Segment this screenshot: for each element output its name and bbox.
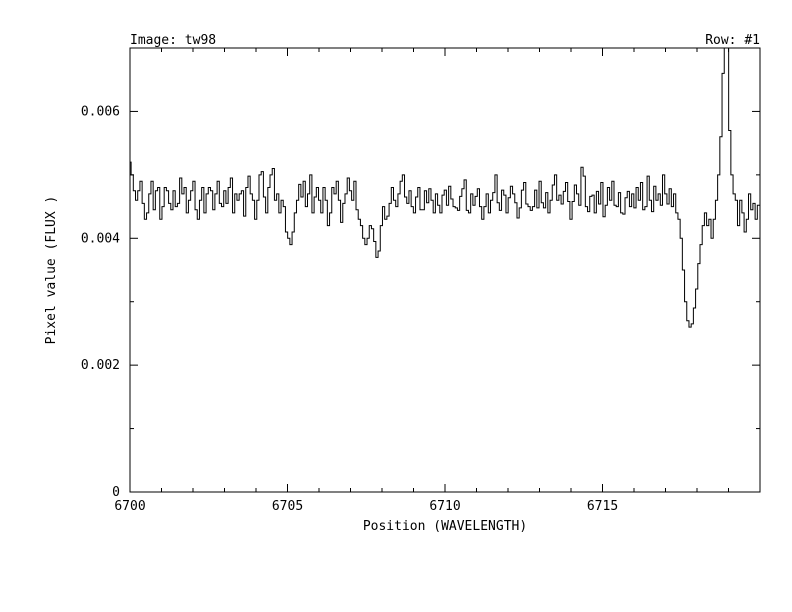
- y-axis-label: Pixel value (FLUX ): [44, 196, 59, 345]
- x-axis-label: Position (WAVELENGTH): [363, 519, 527, 534]
- chart-svg: 6700 6705 6710 6715 0 0.002 0.004 0.006 Position…: [0, 0, 792, 612]
- x-tick-label: 6710: [429, 499, 460, 514]
- x-tick-label: 6700: [114, 499, 145, 514]
- row-label: Row: #1: [705, 33, 760, 48]
- x-tick-label: 6715: [587, 499, 618, 514]
- spectrum-chart: 6700 6705 6710 6715 0 0.002 0.004 0.006 Position…: [0, 0, 792, 612]
- x-tick-label: 6705: [272, 499, 303, 514]
- image-label: Image: tw98: [130, 33, 216, 48]
- y-tick-label: 0.002: [81, 358, 120, 373]
- y-tick-label: 0: [112, 485, 120, 500]
- plot-border: [130, 48, 760, 492]
- y-tick-label: 0.006: [81, 104, 120, 119]
- y-tick-label: 0.004: [81, 231, 120, 246]
